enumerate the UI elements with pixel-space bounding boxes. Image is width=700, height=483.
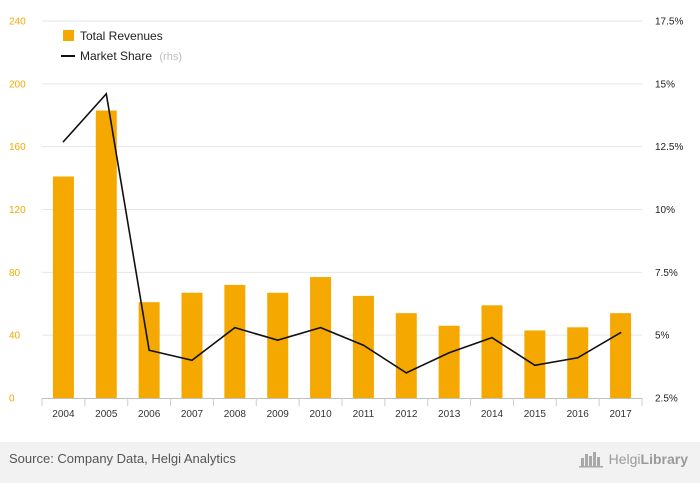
axis-layer: 0 2.5% 40 5% 80 7.5% 120 10% 160 12.5% 200 15% 240 17…	[9, 17, 683, 421]
y-right-tick-label: 2.5%	[655, 394, 678, 405]
y-left-tick-label: 80	[9, 268, 21, 279]
legend: Total Revenues Market Share (rhs)	[61, 29, 182, 63]
y-left-tick-label: 240	[9, 17, 26, 28]
x-tick-label: 2012	[395, 409, 418, 420]
bar-total-revenues	[524, 330, 546, 398]
x-tick-label: 2006	[138, 409, 161, 420]
bar-total-revenues	[438, 325, 460, 398]
line-market-share	[62, 92, 621, 374]
bar-total-revenues	[610, 313, 632, 398]
source-text: Source: Company Data, Helgi Analytics	[9, 451, 236, 466]
y-left-tick-label: 40	[9, 331, 21, 342]
brand-text-bold: Library	[640, 451, 688, 467]
legend-label-total-revenues: Total Revenues	[80, 29, 163, 43]
point-market-share	[534, 364, 536, 367]
y-right-tick-label: 10%	[655, 205, 675, 216]
point-market-share	[191, 359, 193, 362]
brand-text-light: Helgi	[608, 451, 641, 467]
footer: Source: Company Data, Helgi Analytics He…	[0, 442, 700, 483]
bar-total-revenues	[310, 277, 332, 398]
point-market-share	[319, 326, 322, 329]
grid-layer	[42, 20, 642, 336]
point-market-share	[619, 331, 622, 334]
y-left-tick-label: 200	[9, 79, 26, 90]
bars-layer	[52, 110, 632, 398]
bar-total-revenues	[352, 295, 374, 398]
y-right-tick-label: 7.5%	[655, 268, 678, 279]
bar-total-revenues	[52, 176, 74, 398]
x-tick-label: 2015	[524, 409, 547, 420]
x-tick-label: 2009	[267, 409, 290, 420]
x-tick-label: 2016	[567, 409, 590, 420]
point-market-share	[491, 336, 493, 339]
legend-swatch-total-revenues	[63, 30, 74, 41]
point-market-share	[448, 351, 450, 354]
x-tick-label: 2017	[609, 409, 632, 420]
legend-label-rhs-suffix: (rhs)	[159, 51, 182, 63]
point-market-share	[276, 339, 279, 341]
bar-total-revenues	[267, 292, 289, 398]
point-market-share	[405, 372, 408, 374]
point-market-share	[62, 140, 65, 143]
legend-label-market-share-group: Market Share (rhs)	[80, 49, 182, 63]
x-tick-label: 2008	[224, 409, 247, 420]
y-left-tick-label: 0	[9, 394, 15, 405]
x-tick-label: 2007	[181, 409, 204, 420]
chart-svg: 0 2.5% 40 5% 80 7.5% 120 10% 160 12.5% 200 15% 240 17…	[9, 17, 683, 421]
y-right-tick-label: 12.5%	[655, 142, 683, 153]
y-left-tick-label: 160	[9, 142, 26, 153]
x-tick-label: 2014	[481, 409, 504, 420]
x-tick-label: 2013	[438, 409, 461, 420]
point-market-share	[234, 326, 236, 329]
x-tick-label: 2011	[353, 409, 375, 420]
point-market-share	[105, 93, 108, 95]
x-tick-label: 2004	[52, 409, 75, 420]
line-layer	[62, 92, 622, 374]
point-market-share	[576, 356, 579, 359]
brand-logo[interactable]: HelgiLibrary	[578, 450, 688, 468]
bar-total-revenues	[567, 327, 589, 398]
bar-total-revenues	[181, 292, 203, 398]
legend-label-market-share: Market Share	[80, 49, 152, 63]
bar-total-revenues	[95, 110, 117, 398]
y-right-tick-label: 15%	[655, 79, 675, 90]
bar-total-revenues	[481, 305, 503, 398]
helgi-library-icon	[578, 452, 603, 468]
bar-total-revenues	[224, 284, 246, 398]
bar-total-revenues	[395, 313, 417, 398]
y-right-tick-label: 17.5%	[655, 17, 683, 28]
point-market-share	[362, 344, 365, 347]
x-tick-label: 2010	[309, 409, 332, 420]
y-left-tick-label: 120	[9, 205, 26, 216]
point-market-share	[148, 349, 150, 352]
brand-text: HelgiLibrary	[609, 451, 688, 467]
y-right-tick-label: 5%	[655, 331, 670, 342]
x-tick-label: 2005	[95, 409, 118, 420]
